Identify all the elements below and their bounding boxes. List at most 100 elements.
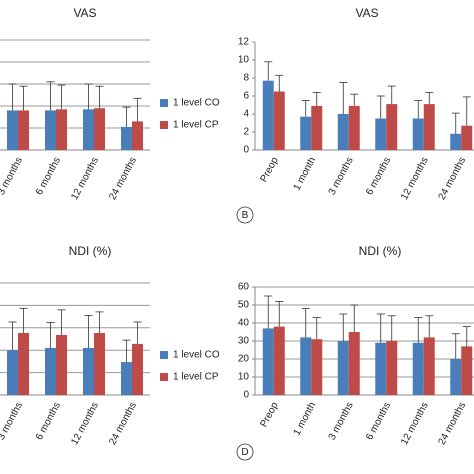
error-bar [387,315,396,341]
bar [300,116,312,150]
error-bar [264,295,273,329]
x-tick-label: 6 months [34,400,63,441]
bar [348,332,360,395]
x-tick-label: 3 months [0,155,25,196]
error-bar [8,321,17,351]
bar [83,347,94,395]
x-tick-label: 12 months [399,155,431,201]
bar [7,350,18,395]
error-bar [387,85,396,105]
bar [311,339,323,395]
error-bar [84,83,93,110]
bar [273,91,285,150]
bar [300,337,312,395]
bar [461,125,473,150]
error-bar [451,112,460,134]
error-bar [414,100,423,119]
x-tick-label: 24 months [437,155,469,201]
bar [18,110,29,150]
error-bar [451,333,460,359]
bar [7,110,18,150]
chart-title: VAS [355,6,378,20]
chart-title: NDI (%) [69,244,112,258]
error-bar [462,326,471,347]
x-tick-label: 1 month [292,155,319,192]
error-bar [376,95,385,119]
y-tick-label: 30 [238,336,250,347]
error-bar [133,97,142,122]
bar [423,337,435,395]
bar [94,332,105,395]
bar [273,326,285,395]
legend-swatch [160,373,168,381]
bar [132,121,143,150]
bar [56,334,67,395]
error-bar [350,93,359,106]
y-tick-label: 8 [243,73,249,84]
error-bar [376,313,385,343]
panel-label: D [241,447,248,458]
bar [45,347,56,395]
error-bar [57,309,66,335]
panel-label: B [242,210,249,221]
bar [348,105,360,150]
legend-label: 1 level CP [173,372,219,383]
x-tick-label: 3 months [0,400,25,441]
error-bar [275,74,284,92]
y-tick-label: 10 [238,372,250,383]
error-bar [133,321,142,344]
bar [450,359,462,395]
error-bar [95,311,104,333]
bar [121,126,132,150]
error-bar [19,85,28,111]
error-bar [46,81,55,111]
y-tick-label: 60 [238,282,250,293]
y-tick-label: 0 [243,145,249,156]
bar [375,342,387,395]
chart-title: VAS [73,6,96,20]
error-bar [350,304,359,332]
y-tick-label: 50 [238,300,250,311]
legend-label: 1 level CO [173,98,220,109]
bar [450,133,462,150]
bar [132,343,143,395]
x-tick-label: Preop [258,400,280,429]
x-tick-label: 24 months [107,400,139,446]
error-bar [57,84,66,110]
error-bar [95,85,104,109]
error-bar [122,339,131,363]
y-tick-label: 0 [243,390,249,401]
y-tick-label: 20 [238,354,250,365]
bar [56,109,67,150]
bar [45,110,56,150]
error-bar [264,61,273,81]
bar [423,104,435,150]
legend-swatch [160,121,168,129]
error-bar [19,307,28,333]
x-tick-label: 6 months [34,155,63,196]
y-tick-label: 10 [238,55,250,66]
bar [461,346,473,395]
error-bar [301,100,310,117]
x-tick-label: 12 months [69,400,101,446]
legend-label: 1 level CO [173,350,220,361]
legend-label: 1 level CP [173,120,219,131]
x-tick-label: 1 month [292,400,319,437]
error-bar [46,322,55,348]
panel-label-circle [236,443,254,461]
chart-title: NDI (%) [359,244,402,258]
error-bar [8,83,17,111]
bar [311,105,323,150]
y-tick-label: 4 [243,109,249,120]
error-bar [312,317,321,340]
error-bar [425,315,434,338]
error-bar [462,96,471,126]
x-tick-label: 24 months [107,155,139,201]
bar [83,109,94,150]
bar [375,118,387,150]
y-tick-label: 2 [243,127,249,138]
x-tick-label: 12 months [69,155,101,201]
bar [412,118,424,150]
